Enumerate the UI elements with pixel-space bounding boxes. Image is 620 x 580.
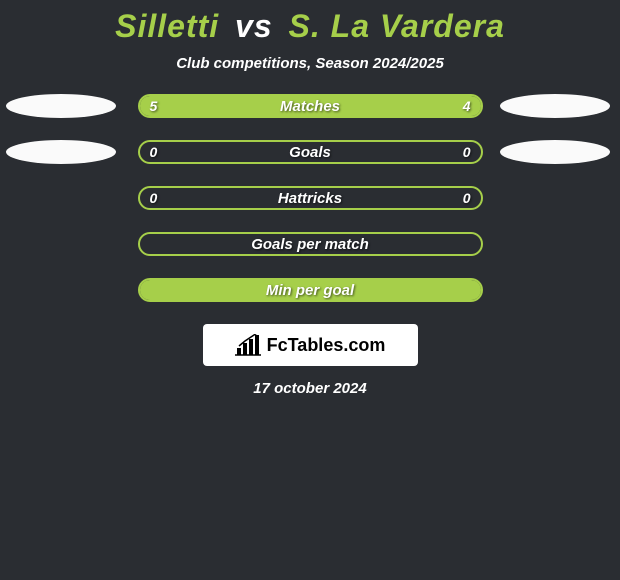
fill-right <box>327 96 480 116</box>
logo-bars-icon <box>235 334 261 356</box>
stat-rows: 5 4 Matches 0 0 Goals 0 0 Hattricks Goals per mat… <box>0 94 620 302</box>
stat-label: Min per goal <box>266 282 354 299</box>
player2-oval <box>500 140 610 164</box>
stat-row: Goals per match <box>0 232 620 256</box>
player2-value: 0 <box>463 144 471 160</box>
stat-label: Matches <box>280 98 340 115</box>
player2-value: 4 <box>463 98 471 114</box>
player1-value: 5 <box>150 98 158 114</box>
subtitle: Club competitions, Season 2024/2025 <box>176 55 444 72</box>
stat-bar: 0 0 Goals <box>138 140 483 164</box>
stat-bar: 5 4 Matches <box>138 94 483 118</box>
player2-name: S. La Vardera <box>289 8 505 44</box>
stat-row: Min per goal <box>0 278 620 302</box>
date-text: 17 october 2024 <box>253 380 366 397</box>
stat-label: Goals <box>289 144 331 161</box>
logo-box: FcTables.com <box>203 324 418 366</box>
stat-row: 0 0 Goals <box>0 140 620 164</box>
player1-name: Silletti <box>115 8 219 44</box>
comparison-title: Silletti vs S. La Vardera <box>115 8 505 45</box>
stat-label: Hattricks <box>278 190 342 207</box>
stat-label: Goals per match <box>251 236 369 253</box>
vs-text: vs <box>235 8 273 44</box>
player1-oval <box>6 94 116 118</box>
stat-row: 5 4 Matches <box>0 94 620 118</box>
stat-row: 0 0 Hattricks <box>0 186 620 210</box>
stat-bar: 0 0 Hattricks <box>138 186 483 210</box>
player1-value: 0 <box>150 144 158 160</box>
stat-bar: Min per goal <box>138 278 483 302</box>
stat-bar: Goals per match <box>138 232 483 256</box>
logo-text: FcTables.com <box>267 335 386 356</box>
player2-value: 0 <box>463 190 471 206</box>
player1-value: 0 <box>150 190 158 206</box>
player1-oval <box>6 140 116 164</box>
player2-oval <box>500 94 610 118</box>
